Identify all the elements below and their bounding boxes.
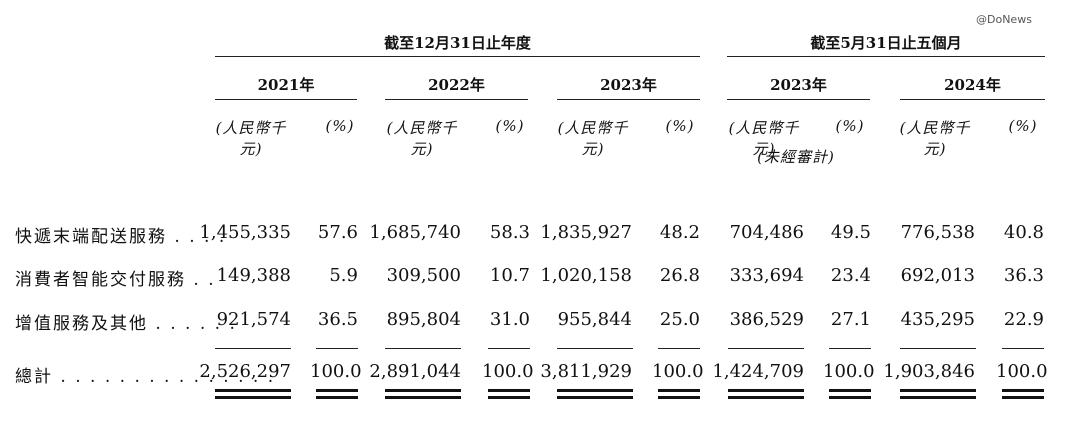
cell-pct: 48.2 — [659, 222, 700, 243]
cell-pct: 36.3 — [1003, 265, 1044, 286]
total-double-underline — [557, 389, 633, 399]
cell-amount: 435,295 — [900, 309, 975, 330]
row-label-consumer: 消費者智能交付服務 . . — [15, 270, 216, 290]
total-amount: 3,811,929 — [540, 361, 632, 382]
subtotal-line — [385, 348, 461, 349]
total-pct: 100.0 — [823, 361, 875, 382]
unit-pct-2024-5m: (%) — [1008, 117, 1038, 135]
unaudited-note: (未經審計) — [757, 148, 835, 166]
cell-pct: 49.5 — [830, 222, 871, 243]
year-underline-2022 — [385, 99, 528, 100]
cell-pct: 58.3 — [489, 222, 530, 243]
subtotal-line — [900, 348, 976, 349]
group-underline-full-year — [215, 56, 700, 57]
total-amount: 1,903,846 — [883, 361, 975, 382]
subtotal-line — [488, 348, 530, 349]
watermark-logo: @DoNews — [976, 13, 1032, 26]
cell-pct: 40.8 — [1003, 222, 1044, 243]
total-double-underline — [385, 389, 461, 399]
unit-pct-2023-5m: (%) — [835, 117, 865, 135]
cell-amount: 149,388 — [216, 265, 291, 286]
subtotal-line — [728, 348, 804, 349]
year-header-2021: 2021年 — [257, 76, 315, 94]
total-double-underline — [1002, 389, 1044, 399]
cell-pct: 57.6 — [317, 222, 358, 243]
cell-amount: 309,500 — [386, 265, 461, 286]
cell-pct: 26.8 — [659, 265, 700, 286]
subtotal-line — [215, 348, 291, 349]
cell-amount: 1,455,335 — [199, 222, 291, 243]
cell-amount: 386,529 — [729, 309, 804, 330]
unit-amount-2024-5m: (人民幣千元) — [899, 119, 971, 158]
subtotal-line — [829, 348, 871, 349]
total-amount: 1,424,709 — [712, 361, 804, 382]
total-double-underline — [900, 389, 976, 399]
unit-pct-2023: (%) — [665, 117, 695, 135]
year-header-2022: 2022年 — [428, 76, 485, 94]
cell-pct: 5.9 — [329, 265, 358, 286]
group-header-five-months: 截至5月31日止五個月 — [810, 34, 962, 52]
row-label-total: 總計 . . . . . . . . . . . . . . . — [15, 367, 276, 387]
cell-amount: 1,020,158 — [540, 265, 632, 286]
cell-amount: 1,685,740 — [369, 222, 461, 243]
total-double-underline — [728, 389, 804, 399]
cell-amount: 776,538 — [900, 222, 975, 243]
group-underline-five-months — [727, 56, 1045, 57]
subtotal-line — [1002, 348, 1044, 349]
cell-pct: 10.7 — [489, 265, 530, 286]
cell-amount: 895,804 — [386, 309, 461, 330]
year-underline-2021 — [215, 99, 357, 100]
total-double-underline — [316, 389, 358, 399]
year-underline-2024-5m — [900, 99, 1045, 100]
cell-pct: 31.0 — [489, 309, 530, 330]
unit-pct-2022: (%) — [495, 117, 525, 135]
unit-pct-2021: (%) — [325, 117, 355, 135]
total-amount: 2,891,044 — [369, 361, 461, 382]
cell-amount: 1,835,927 — [540, 222, 632, 243]
total-double-underline — [488, 389, 530, 399]
total-pct: 100.0 — [482, 361, 534, 382]
unit-amount-2023-5m: (人民幣千元) — [728, 119, 800, 158]
total-double-underline — [658, 389, 700, 399]
year-header-2023: 2023年 — [600, 76, 657, 94]
unit-amount-2023: (人民幣千元) — [557, 119, 629, 158]
year-header-2023-5m: 2023年 — [770, 76, 827, 94]
row-label-delivery: 快遞末端配送服務 . . . . — [15, 227, 227, 247]
unit-amount-2022: (人民幣千元) — [386, 119, 458, 158]
cell-pct: 23.4 — [830, 265, 871, 286]
total-double-underline — [215, 389, 291, 399]
year-underline-2023 — [557, 99, 700, 100]
total-double-underline — [829, 389, 871, 399]
group-header-full-year: 截至12月31日止年度 — [384, 34, 531, 52]
cell-pct: 22.9 — [1003, 309, 1044, 330]
cell-pct: 25.0 — [659, 309, 700, 330]
cell-amount: 692,013 — [900, 265, 975, 286]
subtotal-line — [316, 348, 358, 349]
subtotal-line — [658, 348, 700, 349]
cell-amount: 955,844 — [557, 309, 632, 330]
total-pct: 100.0 — [996, 361, 1048, 382]
total-pct: 100.0 — [652, 361, 704, 382]
subtotal-line — [557, 348, 633, 349]
row-label-value-added: 增值服務及其他 . . . . . . — [15, 314, 237, 334]
year-header-2024-5m: 2024年 — [944, 76, 1001, 94]
cell-amount: 333,694 — [729, 265, 804, 286]
cell-amount: 921,574 — [216, 309, 291, 330]
cell-pct: 27.1 — [830, 309, 871, 330]
cell-pct: 36.5 — [317, 309, 358, 330]
year-underline-2023-5m — [727, 99, 870, 100]
total-pct: 100.0 — [310, 361, 362, 382]
unit-amount-2021: (人民幣千元) — [215, 119, 287, 158]
cell-amount: 704,486 — [729, 222, 804, 243]
total-amount: 2,526,297 — [199, 361, 291, 382]
